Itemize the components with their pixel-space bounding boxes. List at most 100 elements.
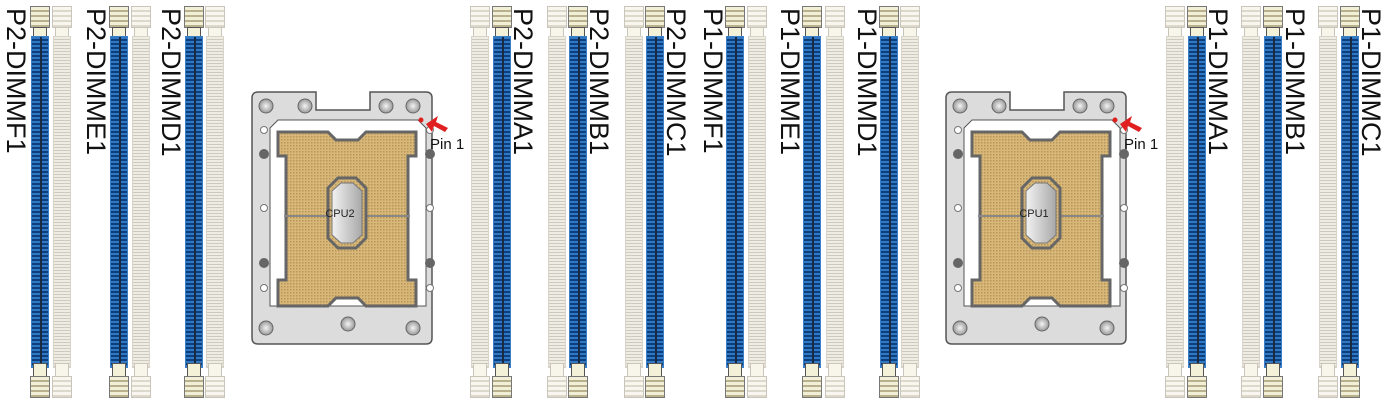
slot-retention-clip xyxy=(1318,376,1338,398)
slot-latch xyxy=(33,363,47,377)
slot-retention-clip xyxy=(568,6,588,28)
dimm-slot-white xyxy=(825,6,845,398)
dimm-slot-white xyxy=(131,6,151,398)
dimm-slot-blue xyxy=(568,6,588,398)
slot-retention-clip xyxy=(1187,6,1207,28)
slot-channel xyxy=(646,36,664,368)
slot-retention-clip xyxy=(30,6,50,28)
dimm-slot-blue xyxy=(802,6,822,398)
slot-retention-clip xyxy=(825,376,845,398)
dimm-slot-blue xyxy=(645,6,665,398)
slot-retention-clip xyxy=(30,376,50,398)
slot-latch xyxy=(882,363,896,377)
slot-retention-clip xyxy=(52,376,72,398)
slot-retention-clip xyxy=(205,6,225,28)
dimm-slot-white xyxy=(1318,6,1338,398)
slot-channel xyxy=(1264,36,1282,368)
dimm-slot-white xyxy=(205,6,225,398)
label-p1-dimme1: P1-DIMME1 xyxy=(775,8,805,156)
slot-retention-clip xyxy=(470,6,490,28)
slot-channel xyxy=(826,36,844,368)
slot-latch xyxy=(805,363,819,377)
slot-retention-clip xyxy=(1318,6,1338,28)
slot-channel xyxy=(880,36,898,368)
slot-channel xyxy=(1242,36,1260,368)
slot-channel xyxy=(132,36,150,368)
slot-channel xyxy=(548,36,566,368)
cpu2-label: CPU2 xyxy=(325,208,355,220)
label-p1-dimma1: P1-DIMMA1 xyxy=(1203,8,1233,156)
slot-channel xyxy=(569,36,587,368)
label-p1-dimmc1: P1-DIMMC1 xyxy=(1356,8,1386,157)
slot-retention-clip xyxy=(725,376,745,398)
dimm-slot-blue xyxy=(492,6,512,398)
slot-latch xyxy=(1168,363,1182,377)
pin1-label: Pin 1 xyxy=(1124,136,1159,153)
slot-retention-clip xyxy=(624,376,644,398)
slot-latch xyxy=(571,363,585,377)
slot-retention-clip xyxy=(900,376,920,398)
slot-retention-clip xyxy=(1263,6,1283,28)
slot-retention-clip xyxy=(802,376,822,398)
slot-latch xyxy=(187,363,201,377)
slot-retention-clip xyxy=(470,376,490,398)
label-p1-dimmd1: P1-DIMMD1 xyxy=(852,8,882,157)
slot-retention-clip xyxy=(802,6,822,28)
slot-latch xyxy=(627,363,641,377)
label-p2-dimma1: P2-DIMMA1 xyxy=(508,8,538,156)
dimm-slot-blue xyxy=(1187,6,1207,398)
slot-latch xyxy=(112,363,126,377)
slot-retention-clip xyxy=(900,6,920,28)
dimm-slot-white xyxy=(624,6,644,398)
slot-latch xyxy=(55,363,69,377)
slot-retention-clip xyxy=(747,6,767,28)
slot-latch xyxy=(550,363,564,377)
dimm-slot-white xyxy=(52,6,72,398)
label-p1-dimmb1: P1-DIMMB1 xyxy=(1280,8,1310,156)
slot-retention-clip xyxy=(645,6,665,28)
slot-retention-clip xyxy=(109,376,129,398)
slot-latch xyxy=(1343,363,1357,377)
slot-latch xyxy=(1266,363,1280,377)
cpu1-socket: CPU1 Pin 1 xyxy=(942,88,1182,348)
dimm-slot-white xyxy=(900,6,920,398)
cpu-socket-drawing xyxy=(251,91,448,345)
dimm-slot-blue xyxy=(725,6,745,398)
slot-latch xyxy=(1190,363,1204,377)
slot-latch xyxy=(728,363,742,377)
slot-channel xyxy=(625,36,643,368)
slot-retention-clip xyxy=(1165,376,1185,398)
slot-retention-clip xyxy=(747,376,767,398)
slot-retention-clip xyxy=(547,6,567,28)
slot-retention-clip xyxy=(184,6,204,28)
slot-channel xyxy=(110,36,128,368)
slot-retention-clip xyxy=(879,376,899,398)
dimm-slot-blue xyxy=(1340,6,1360,398)
slot-retention-clip xyxy=(205,376,225,398)
slot-retention-clip xyxy=(1340,6,1360,28)
slot-channel xyxy=(748,36,766,368)
dimm-slot-blue xyxy=(109,6,129,398)
slot-channel xyxy=(726,36,744,368)
slot-retention-clip xyxy=(131,376,151,398)
slot-channel xyxy=(493,36,511,368)
dimm-slot-white xyxy=(470,6,490,398)
slot-latch xyxy=(1244,363,1258,377)
slot-retention-clip xyxy=(492,6,512,28)
slot-retention-clip xyxy=(184,376,204,398)
slot-retention-clip xyxy=(645,376,665,398)
slot-retention-clip xyxy=(1187,376,1207,398)
dimm-slot-blue xyxy=(30,6,50,398)
slot-channel xyxy=(1188,36,1206,368)
slot-retention-clip xyxy=(1340,376,1360,398)
slot-retention-clip xyxy=(1241,376,1261,398)
slot-retention-clip xyxy=(825,6,845,28)
slot-retention-clip xyxy=(52,6,72,28)
slot-latch xyxy=(828,363,842,377)
cpu1-label: CPU1 xyxy=(1019,208,1049,220)
cpu-socket-drawing xyxy=(945,91,1142,345)
pin1-label: Pin 1 xyxy=(430,136,465,153)
label-p2-dimmc1: P2-DIMMC1 xyxy=(661,8,691,157)
slot-retention-clip xyxy=(547,376,567,398)
slot-latch xyxy=(134,363,148,377)
